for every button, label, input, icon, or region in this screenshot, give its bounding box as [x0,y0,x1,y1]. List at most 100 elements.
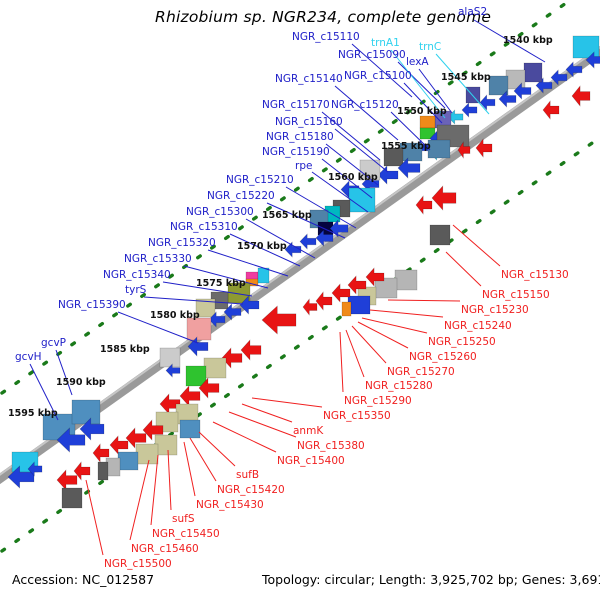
gene-feature [7,465,35,489]
gene-feature [465,86,481,104]
gene-label-ngr-c15340[interactable]: NGR_c15340 [103,269,171,281]
gene-label-ngr-c15100[interactable]: NGR_c15100 [344,70,412,82]
axis-tick-label: 1590 kbp [56,377,106,388]
gene-label-gcvp[interactable]: gcvP [41,337,66,349]
gene-feature [165,363,181,378]
gene-feature [479,94,496,111]
gene-label-ngr-c15280[interactable]: NGR_c15280 [365,380,433,392]
gene-feature [239,295,260,315]
gene-label-ngr-c15140[interactable]: NGR_c15140 [275,73,343,85]
gene-label-ngr-c15240[interactable]: NGR_c15240 [444,320,512,332]
gene-label-ngr-c15300[interactable]: NGR_c15300 [186,206,254,218]
gene-label-ngr-c15170[interactable]: NGR_c15170 [262,99,330,111]
gene-label-sufs[interactable]: sufS [172,513,195,525]
gene-label-ngr-c15380[interactable]: NGR_c15380 [297,440,365,452]
gene-label-ngr-c15210[interactable]: NGR_c15210 [226,174,294,186]
gene-label-ngr-c15220[interactable]: NGR_c15220 [207,190,275,202]
gene-label-anmk[interactable]: anmK [293,425,324,437]
gene-feature [302,298,318,316]
gene-label-lexa[interactable]: lexA [406,56,429,68]
gene-feature [475,138,493,158]
gene-feature [585,51,600,69]
axis-tick-label: 1545 kbp [441,72,491,83]
gene-label-ngr-c15320[interactable]: NGR_c15320 [148,237,216,249]
gene-label-tyrs[interactable]: tyrS [125,284,147,296]
axis-tick-label: 1555 kbp [381,141,431,152]
gene-feature [223,303,242,321]
gene-feature [71,399,101,425]
gene-feature [179,419,201,439]
gene-feature [208,311,226,328]
gene-feature [523,62,543,83]
gene-label-ngr-c15120[interactable]: NGR_c15120 [331,99,399,111]
gene-label-ngr-c15110[interactable]: NGR_c15110 [292,31,360,43]
gene-label-rpe[interactable]: rpe [295,160,313,172]
gene-feature [565,61,583,78]
rna-label-trna1[interactable]: trnA1 [371,37,400,49]
gene-label-ngr-c15090[interactable]: NGR_c15090 [338,49,406,61]
gene-feature [429,224,451,246]
gene-label-ngr-c15150[interactable]: NGR_c15150 [482,289,550,301]
gene-label-ngr-c15260[interactable]: NGR_c15260 [409,351,477,363]
axis-tick-label: 1570 kbp [237,241,287,252]
gene-feature [56,427,86,453]
gene-feature [447,109,464,125]
gene-feature [179,385,201,407]
gene-label-sufb[interactable]: sufB [236,469,260,481]
reverse-strand-features [56,85,591,509]
gene-feature [97,461,109,481]
gene-feature [195,298,216,318]
accession-text: Accession: NC_012587 [12,572,155,587]
gene-label-ngr-c15430[interactable]: NGR_c15430 [196,499,264,511]
forward-strand-features [7,35,600,489]
gene-feature [135,443,159,465]
gene-feature [73,461,91,481]
gene-feature [240,339,262,361]
gene-label-ngr-c15130[interactable]: NGR_c15130 [501,269,569,281]
gene-label-ngr-c15400[interactable]: NGR_c15400 [277,455,345,467]
gene-feature [186,317,212,341]
gene-label-ngr-c15500[interactable]: NGR_c15500 [104,558,172,570]
gene-feature [427,139,451,159]
gene-label-ngr-c15390[interactable]: NGR_c15390 [58,299,126,311]
gene-feature [187,336,209,357]
gene-feature [513,82,532,100]
gene-label-ngr-c15230[interactable]: NGR_c15230 [461,304,529,316]
gene-label-ngr-c15330[interactable]: NGR_c15330 [124,253,192,265]
gene-feature [154,434,178,456]
gene-feature [572,35,600,59]
gene-feature [92,443,110,463]
gene-label-ngr-c15160[interactable]: NGR_c15160 [275,116,343,128]
gene-label-ngr-c15420[interactable]: NGR_c15420 [217,484,285,496]
gene-feature [505,69,526,90]
gene-feature [461,102,478,118]
gene-feature [315,291,333,311]
gene-label-gcvh[interactable]: gcvH [15,351,42,363]
gene-feature [56,469,78,491]
axis-tick-label: 1585 kbp [100,344,150,355]
rna-label-trnc[interactable]: trnC [419,41,442,53]
gene-feature [383,147,404,167]
gene-feature [331,283,351,303]
gene-label-ngr-c15270[interactable]: NGR_c15270 [387,366,455,378]
gene-label-ngr-c15190[interactable]: NGR_c15190 [262,146,330,158]
gene-feature [198,377,220,399]
gene-feature [221,347,243,369]
gene-feature [142,419,164,441]
axis-tick-label: 1565 kbp [262,210,312,221]
gene-feature [457,141,471,159]
gene-feature [498,90,517,108]
gene-label-ngr-c15450[interactable]: NGR_c15450 [152,528,220,540]
gene-feature [109,435,129,455]
gene-label-ngr-c15250[interactable]: NGR_c15250 [428,336,496,348]
gene-label-ngr-c15180[interactable]: NGR_c15180 [266,131,334,143]
gene-label-ngr-c15350[interactable]: NGR_c15350 [323,410,391,422]
gene-label-ngr-c15460[interactable]: NGR_c15460 [131,543,199,555]
gene-label-alas2[interactable]: alaS2 [458,6,488,18]
gene-feature [284,241,302,258]
gene-feature [203,357,227,379]
gene-label-ngr-c15290[interactable]: NGR_c15290 [344,395,412,407]
gene-label-ngr-c15310[interactable]: NGR_c15310 [170,221,238,233]
